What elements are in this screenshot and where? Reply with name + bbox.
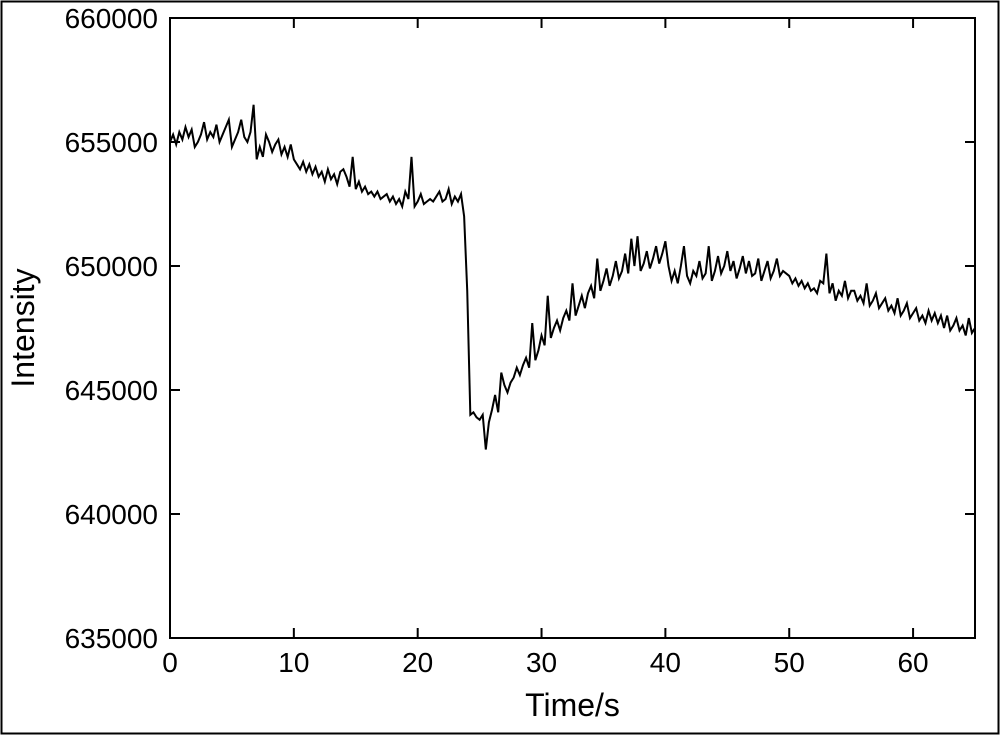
y-tick-label: 635000	[65, 623, 158, 654]
x-tick-label: 50	[774, 647, 805, 678]
x-axis-title: Time/s	[525, 687, 620, 723]
y-tick-label: 655000	[65, 127, 158, 158]
x-tick-label: 10	[278, 647, 309, 678]
chart-svg: 0 10 20 30 40 50 60 Time/s 635000 640000 645000 650…	[0, 0, 1000, 735]
y-tick-label: 650000	[65, 251, 158, 282]
y-axis-title: Intensity	[5, 268, 41, 387]
y-tick-label: 660000	[65, 3, 158, 34]
x-tick-label: 60	[897, 647, 928, 678]
chart-container: 0 10 20 30 40 50 60 Time/s 635000 640000 645000 650…	[0, 0, 1000, 735]
x-tick-label: 30	[526, 647, 557, 678]
x-tick-label: 20	[402, 647, 433, 678]
plot-frame	[170, 18, 975, 638]
y-tick-label: 645000	[65, 375, 158, 406]
x-tick-label: 40	[650, 647, 681, 678]
y-tick-label: 640000	[65, 499, 158, 530]
x-tick-label: 0	[162, 647, 178, 678]
series-intensity	[170, 105, 975, 450]
